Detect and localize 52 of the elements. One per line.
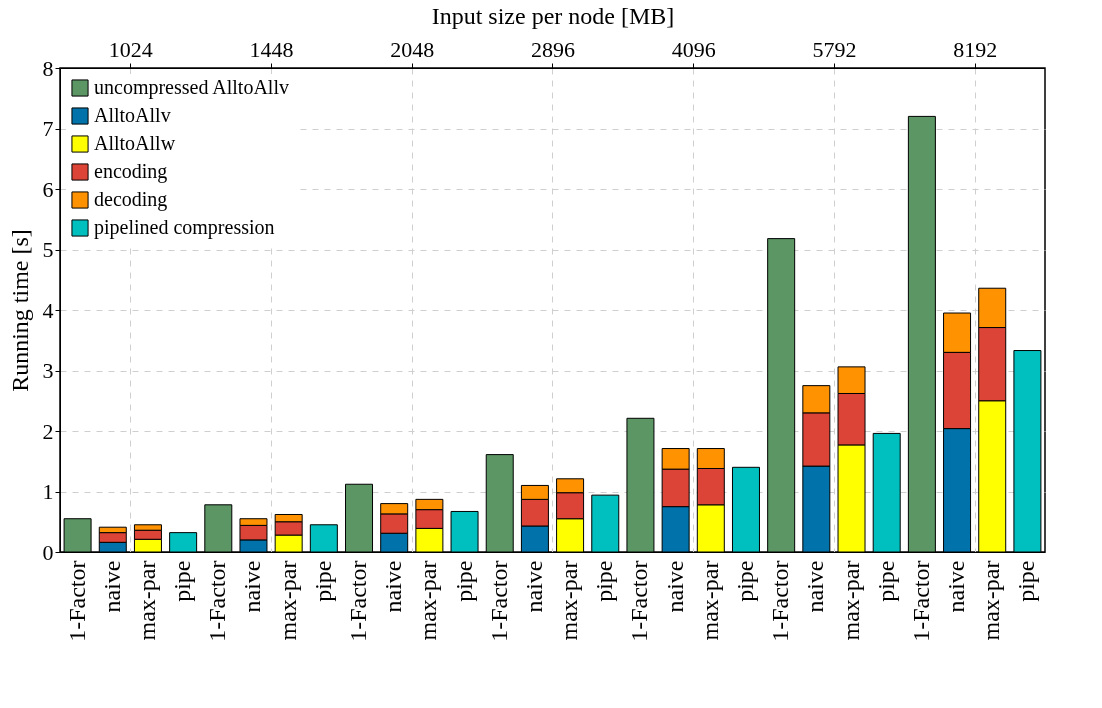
x2-tick-label: 2048 [390,36,435,62]
legend-label: AlltoAllw [94,132,176,154]
x-tick-label: max-par [696,560,723,641]
x2-tick-label: 1448 [249,36,294,62]
y-tick-label: 8 [42,55,54,81]
x-tick-label: 1-Factor [63,560,90,642]
x2-tick-label: 1024 [108,36,153,62]
x2-axis-title: Input size per node [MB] [431,2,675,29]
legend-label: uncompressed AlltoAllv [94,76,289,99]
x-tick-label: pipe [591,560,618,602]
x-tick-label: naive [943,560,970,613]
x-tick-label: naive [98,560,125,613]
x-tick-label: 1-Factor [626,560,653,642]
x-tick-label: 1-Factor [767,560,794,642]
x2-tick-label: 4096 [671,36,716,62]
x-tick-label: naive [520,560,547,613]
y-axis-title: Running time [s] [6,229,33,392]
x-tick-label: pipe [450,560,477,602]
y-tick-label: 4 [42,297,54,323]
x-tick-label: max-par [978,560,1005,641]
y-tick-label: 2 [42,418,54,444]
x-tick-label: max-par [556,560,583,641]
x-tick-label: pipe [1013,560,1040,602]
legend-label: encoding [94,160,168,183]
legend-label: decoding [94,188,168,211]
x-tick-label: max-par [274,560,301,641]
x-tick-label: pipe [169,560,196,602]
legend-label: pipelined compression [94,216,275,239]
y-tick-label: 5 [42,237,54,262]
x-tick-label: pipe [872,560,899,602]
y-tick-label: 1 [42,479,54,504]
x-tick-label: naive [239,560,266,613]
x-tick-label: 1-Factor [485,560,512,642]
x-tick-label: naive [661,560,688,613]
y-tick-label: 3 [42,358,54,383]
x-tick-label: max-par [837,560,864,641]
x-tick-label: 1-Factor [345,560,372,642]
x-tick-label: naive [802,560,829,613]
y-tick-label: 6 [42,176,54,202]
x-tick-label: 1-Factor [907,560,934,642]
x2-tick-label: 2896 [530,36,575,62]
x2-tick-label: 5792 [812,36,857,62]
x-tick-label: pipe [731,560,758,602]
x-tick-label: naive [380,560,407,613]
x-tick-label: max-par [133,560,160,641]
x2-tick-label: 8192 [953,36,998,62]
x-tick-label: pipe [309,560,336,602]
y-tick-label: 0 [42,539,54,565]
x-tick-label: max-par [415,560,442,641]
x-tick-label: 1-Factor [204,560,231,642]
y-tick-label: 7 [42,116,54,141]
legend-label: AlltoAllv [94,104,171,126]
